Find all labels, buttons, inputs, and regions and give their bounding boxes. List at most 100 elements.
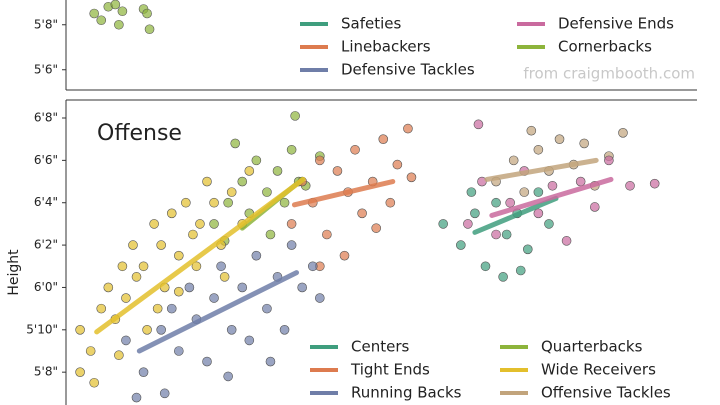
legend-bg <box>496 383 686 403</box>
data-point <box>237 176 248 187</box>
data-point <box>121 293 131 303</box>
data-point <box>75 367 85 377</box>
data-point <box>114 350 124 361</box>
data-point <box>237 282 248 293</box>
data-point <box>110 0 121 10</box>
legend-bg <box>496 337 686 357</box>
data-point <box>152 303 163 314</box>
data-point <box>533 144 544 155</box>
data-point <box>406 172 417 183</box>
data-point <box>307 261 318 272</box>
data-point <box>89 8 100 19</box>
data-point <box>339 250 350 261</box>
y-tick-label: 6'6" <box>34 153 58 167</box>
data-point <box>166 208 177 219</box>
data-point <box>138 367 149 377</box>
data-point <box>117 6 128 17</box>
data-point <box>473 119 484 130</box>
data-point <box>322 229 332 240</box>
trend-line <box>94 176 306 335</box>
data-point <box>262 303 272 314</box>
data-point <box>156 240 166 250</box>
data-point <box>244 166 255 176</box>
data-point <box>392 159 403 170</box>
data-point <box>156 325 166 335</box>
data-point <box>103 282 114 293</box>
data-point <box>505 197 515 208</box>
data-point <box>265 356 276 367</box>
data-point <box>589 202 600 212</box>
y-tick-label: 6'4" <box>34 195 58 209</box>
trend-line <box>291 179 396 208</box>
data-point <box>625 180 635 191</box>
legend-label: Centers <box>351 338 409 356</box>
data-point <box>223 371 233 382</box>
legend-bg <box>296 37 486 57</box>
data-point <box>262 187 272 197</box>
data-point <box>456 240 466 250</box>
data-point <box>96 15 107 26</box>
data-point <box>219 272 230 282</box>
y-axis-label: Height <box>6 249 22 296</box>
trend-line <box>472 195 559 235</box>
data-point <box>554 134 565 144</box>
data-point <box>114 19 124 30</box>
data-point <box>251 250 262 261</box>
legend-label: Quarterbacks <box>541 338 643 356</box>
y-tick-label: 6'8" <box>34 111 58 125</box>
data-point <box>159 388 170 399</box>
data-point <box>604 155 614 166</box>
data-point <box>149 219 159 229</box>
data-point <box>533 208 544 219</box>
legend-label: Offensive Tackles <box>541 384 671 402</box>
data-point <box>466 187 477 197</box>
data-point <box>290 111 300 121</box>
data-point <box>491 197 501 208</box>
trend-line <box>136 270 300 354</box>
data-point <box>181 197 191 208</box>
trend-line <box>484 157 599 182</box>
data-point <box>117 261 128 272</box>
data-point <box>191 261 202 272</box>
legend-label: Wide Receivers <box>541 361 656 379</box>
data-point <box>121 335 131 346</box>
data-point <box>131 392 142 403</box>
data-point <box>480 261 491 272</box>
y-tick-label: 5'6" <box>34 62 58 76</box>
legend-bg <box>513 14 703 34</box>
data-point <box>209 219 219 229</box>
data-point <box>244 335 255 346</box>
data-point <box>279 197 290 208</box>
data-point <box>202 176 212 187</box>
data-point <box>544 219 554 229</box>
data-point <box>195 219 205 229</box>
trend-line <box>489 176 614 218</box>
data-point <box>96 303 107 314</box>
legend-label: Defensive Tackles <box>341 61 475 79</box>
y-tick-label: 5'8" <box>34 365 58 379</box>
data-point <box>463 219 473 229</box>
data-point <box>174 346 184 356</box>
data-point <box>491 229 501 240</box>
data-point <box>144 24 155 35</box>
data-point <box>89 377 100 388</box>
data-point <box>618 128 628 138</box>
data-point <box>575 176 586 187</box>
data-point <box>131 272 142 282</box>
legend-bg <box>513 37 703 57</box>
panel-title: Offense <box>97 121 182 146</box>
data-point <box>251 155 262 166</box>
data-point <box>561 236 572 246</box>
data-point <box>526 125 537 136</box>
data-point <box>226 325 237 335</box>
data-point <box>522 244 533 255</box>
y-tick-label: 5'8" <box>34 17 58 31</box>
data-point <box>501 229 512 240</box>
legend-bg <box>306 383 496 403</box>
legend-bg <box>306 360 496 380</box>
legend-bg <box>306 337 496 357</box>
data-point <box>128 240 138 250</box>
data-point <box>533 187 544 197</box>
data-point <box>85 346 96 356</box>
